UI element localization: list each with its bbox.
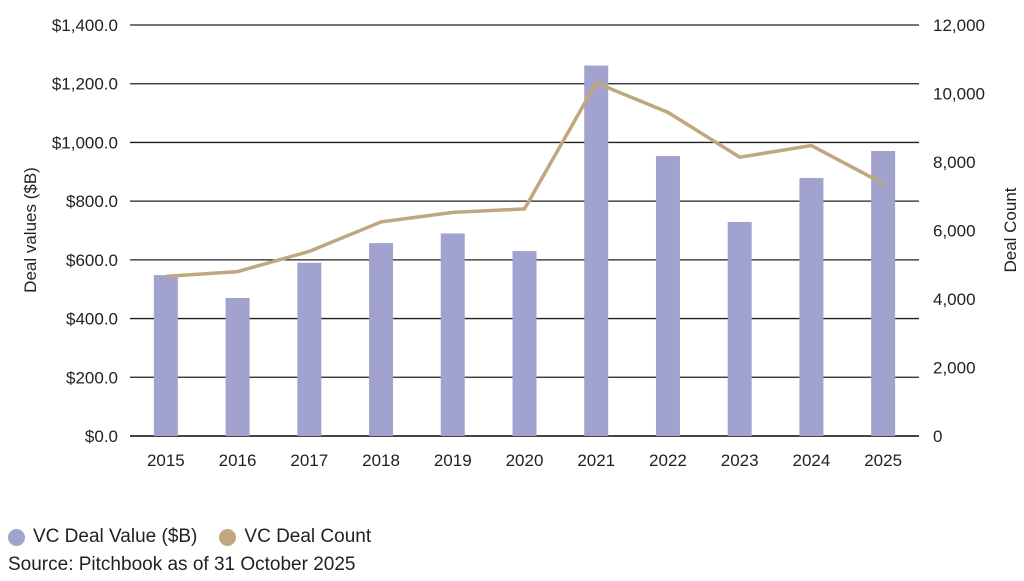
y2-axis-title: Deal Count	[1001, 187, 1020, 272]
legend-item-deal-value: VC Deal Value ($B)	[8, 526, 197, 548]
y2-tick-label: 12,000	[933, 16, 985, 35]
bar-2021	[584, 65, 609, 437]
y2-tick-label: 0	[933, 427, 942, 446]
bar-2019	[440, 233, 465, 436]
y2-tick-label: 4,000	[933, 290, 976, 309]
bar-2017	[297, 262, 322, 436]
x-tick-label: 2023	[721, 451, 759, 470]
y-axis-left: $0.0 $200.0 $400.0 $600.0 $800.0 $1,000.0 $1,2…	[52, 16, 118, 446]
bar-2015	[153, 275, 178, 436]
y-tick-label: $400.0	[66, 310, 118, 329]
x-axis: 2015 2016 2017 2018 2019 2020 2021 2022 2023 2024…	[147, 451, 902, 470]
x-tick-label: 2025	[864, 451, 902, 470]
x-tick-label: 2019	[434, 451, 472, 470]
x-tick-label: 2015	[147, 451, 185, 470]
y-tick-label: $1,200.0	[52, 75, 118, 94]
y-tick-label: $1,000.0	[52, 133, 118, 152]
line-series	[165, 80, 884, 279]
y-axis-title: Deal values ($B)	[21, 167, 40, 293]
bar-2024	[799, 177, 824, 436]
bar-2016	[225, 298, 250, 436]
y-tick-label: $800.0	[66, 192, 118, 211]
deal-count-line	[165, 80, 884, 279]
legend-swatch-line	[219, 528, 237, 546]
y-tick-label: $600.0	[66, 251, 118, 270]
bar-2018	[369, 243, 394, 436]
x-tick-label: 2022	[649, 451, 687, 470]
y2-tick-label: 6,000	[933, 222, 976, 241]
y-tick-label: $0.0	[85, 427, 118, 446]
gridlines	[130, 24, 919, 437]
x-tick-label: 2016	[219, 451, 257, 470]
bar-2020	[512, 251, 537, 436]
legend: VC Deal Value ($B) VC Deal Count	[8, 526, 393, 548]
y2-tick-label: 2,000	[933, 359, 976, 378]
legend-item-deal-count: VC Deal Count	[219, 526, 371, 548]
bar-2023	[727, 221, 752, 436]
bar-2022	[655, 155, 680, 436]
y-axis-right: 0 2,000 4,000 6,000 8,000 10,000 12,000	[933, 16, 985, 446]
source-note: Source: Pitchbook as of 31 October 2025	[8, 554, 356, 575]
y2-tick-label: 8,000	[933, 153, 976, 172]
x-tick-label: 2024	[792, 451, 830, 470]
legend-label: VC Deal Value ($B)	[33, 526, 198, 547]
y-tick-label: $200.0	[66, 368, 118, 387]
x-tick-label: 2018	[362, 451, 400, 470]
chart: $0.0 $200.0 $400.0 $600.0 $800.0 $1,000.0 $1,2…	[21, 16, 1020, 470]
legend-swatch-bar	[8, 528, 25, 546]
bar-2025	[871, 150, 896, 436]
x-tick-label: 2020	[506, 451, 544, 470]
y2-tick-label: 10,000	[933, 85, 985, 104]
x-tick-label: 2021	[577, 451, 615, 470]
bars	[153, 65, 896, 437]
x-tick-label: 2017	[290, 451, 328, 470]
y-tick-label: $1,400.0	[52, 16, 118, 35]
legend-label: VC Deal Count	[244, 526, 372, 547]
